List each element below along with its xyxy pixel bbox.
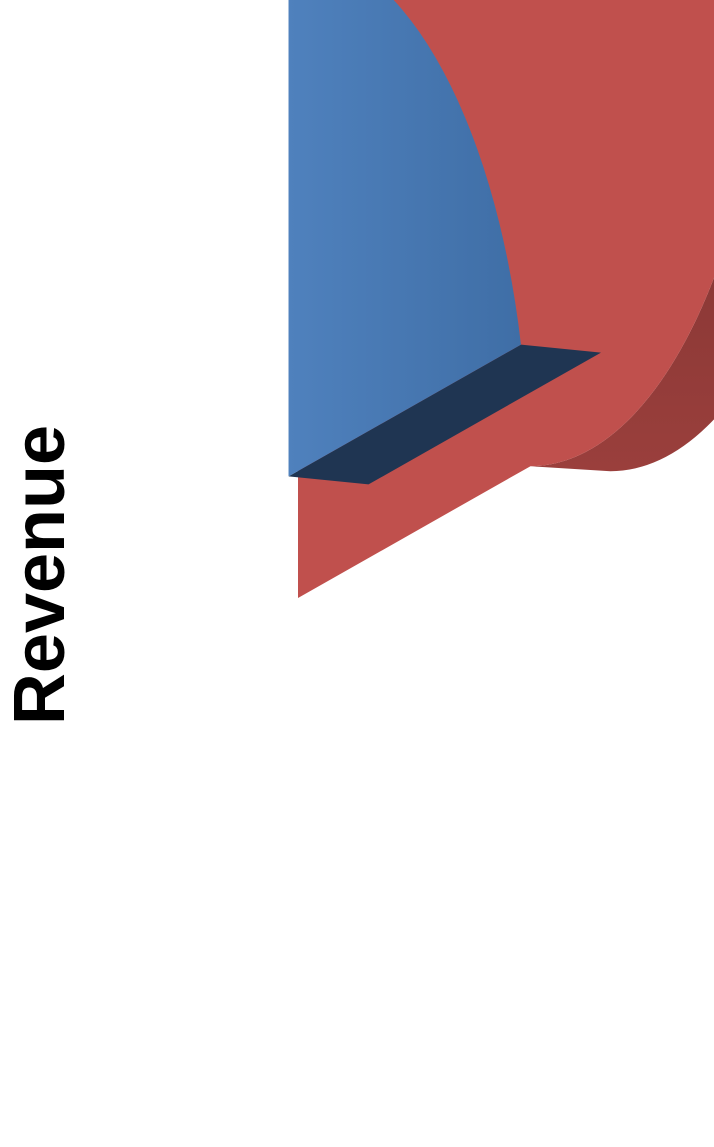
indoor-water-data-label-line: WATER xyxy=(438,794,474,902)
outdoor-water-data-label-line: WATER xyxy=(103,242,139,350)
indoor-water-data-label: INDOORWATER79% xyxy=(404,785,508,912)
outdoor-water-data-label-line: OUTDOOR xyxy=(69,216,105,376)
outdoor-water-slice-side xyxy=(288,344,601,485)
outdoor-water-data-label: OUTDOORWATER21% xyxy=(69,216,173,376)
outdoor-water-slice xyxy=(288,0,521,477)
pie-marks: OUTDOORWATER21%INDOORWATER79% xyxy=(69,0,714,911)
indoor-water-data-label-line: 79% xyxy=(472,814,508,883)
outdoor-water-data-label-line: 21% xyxy=(137,262,173,331)
indoor-water-data-label-line: INDOOR xyxy=(404,785,440,912)
